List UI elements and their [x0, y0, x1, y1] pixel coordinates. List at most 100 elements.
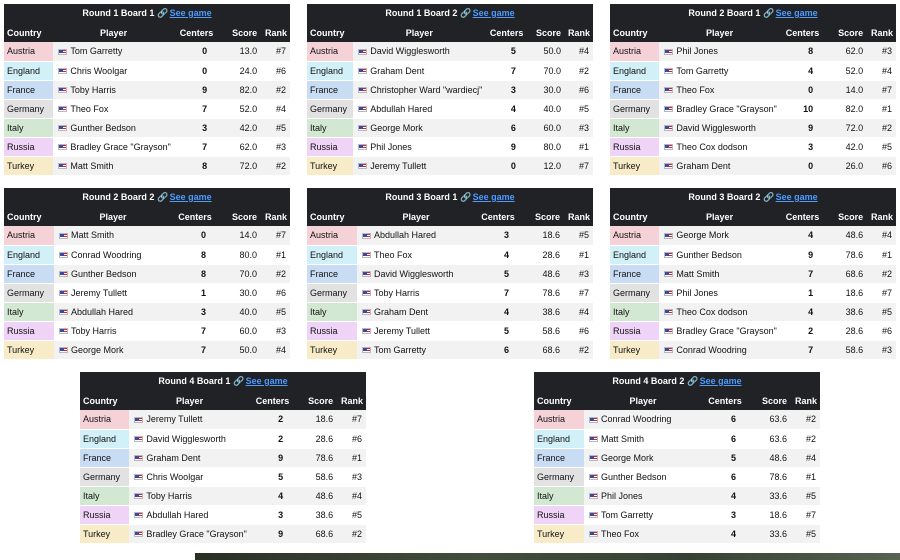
column-header-centers[interactable]: Centers: [779, 207, 826, 226]
column-header-centers[interactable]: Centers: [249, 391, 296, 410]
player-name[interactable]: George Mork: [370, 122, 423, 133]
column-header-rank[interactable]: Rank: [866, 207, 896, 226]
column-header-player[interactable]: Player: [54, 207, 172, 226]
player-name[interactable]: David Wigglesworth: [676, 122, 756, 133]
column-header-rank[interactable]: Rank: [866, 23, 896, 42]
column-header-country[interactable]: Country: [4, 207, 54, 226]
column-header-score[interactable]: Score: [825, 23, 867, 42]
player-name[interactable]: Matt Smith: [70, 160, 114, 171]
column-header-score[interactable]: Score: [825, 207, 867, 226]
column-header-score[interactable]: Score: [218, 207, 260, 226]
column-header-player[interactable]: Player: [659, 23, 780, 42]
player-name[interactable]: Tom Garretty: [70, 46, 123, 57]
player-name[interactable]: Abdullah Hared: [71, 306, 134, 317]
column-header-centers[interactable]: Centers: [172, 207, 218, 226]
column-header-rank[interactable]: Rank: [790, 391, 820, 410]
column-header-country[interactable]: Country: [80, 391, 130, 410]
column-header-score[interactable]: Score: [748, 391, 790, 410]
player-name[interactable]: Matt Smith: [71, 230, 115, 241]
see-game-link[interactable]: See game: [169, 8, 212, 18]
player-name[interactable]: Phil Jones: [601, 490, 643, 501]
column-header-centers[interactable]: Centers: [475, 207, 521, 226]
player-name[interactable]: Conrad Woodring: [601, 414, 672, 425]
column-header-score[interactable]: Score: [295, 391, 337, 410]
player-name[interactable]: Phil Jones: [676, 46, 718, 57]
player-name[interactable]: David Wigglesworth: [370, 46, 450, 57]
column-header-country[interactable]: Country: [4, 23, 54, 42]
column-header-centers[interactable]: Centers: [485, 23, 528, 42]
column-header-centers[interactable]: Centers: [173, 23, 220, 42]
column-header-score[interactable]: Score: [527, 23, 565, 42]
player-name[interactable]: Christopher Ward "wardiecj": [370, 84, 483, 95]
player-name[interactable]: Theo Fox: [601, 528, 640, 539]
player-name[interactable]: Bradley Grace "Grayson": [70, 141, 171, 152]
column-header-rank[interactable]: Rank: [563, 207, 593, 226]
column-header-score[interactable]: Score: [219, 23, 261, 42]
player-name[interactable]: Theo Cox dodson: [676, 306, 748, 317]
player-name[interactable]: Chris Woolgar: [70, 65, 128, 76]
player-name[interactable]: Phil Jones: [676, 287, 718, 298]
column-header-rank[interactable]: Rank: [260, 207, 290, 226]
player-name[interactable]: Abdullah Hared: [374, 230, 437, 241]
see-game-link[interactable]: See game: [245, 376, 288, 386]
player-name[interactable]: Toby Harris: [71, 325, 117, 336]
player-name[interactable]: Gunther Bedson: [601, 471, 667, 482]
column-header-player[interactable]: Player: [53, 23, 174, 42]
column-header-score[interactable]: Score: [521, 207, 563, 226]
player-name[interactable]: David Wigglesworth: [374, 268, 454, 279]
player-name[interactable]: Toby Harris: [70, 84, 116, 95]
column-header-rank[interactable]: Rank: [564, 23, 593, 42]
player-name[interactable]: Phil Jones: [370, 141, 412, 152]
column-header-player[interactable]: Player: [353, 23, 486, 42]
column-header-player[interactable]: Player: [129, 391, 250, 410]
column-header-country[interactable]: Country: [610, 23, 660, 42]
player-name[interactable]: Tom Garretty: [676, 65, 729, 76]
player-name[interactable]: Abdullah Hared: [370, 103, 433, 114]
player-name[interactable]: Graham Dent: [374, 306, 429, 317]
column-header-centers[interactable]: Centers: [779, 23, 826, 42]
player-name[interactable]: Conrad Woodring: [676, 344, 747, 355]
player-name[interactable]: Gunther Bedson: [676, 249, 742, 260]
player-name[interactable]: Bradley Grace "Grayson": [676, 103, 777, 114]
player-name[interactable]: Theo Fox: [676, 84, 715, 95]
see-game-link[interactable]: See game: [472, 192, 515, 202]
player-name[interactable]: Bradley Grace "Grayson": [146, 528, 247, 539]
column-header-player[interactable]: Player: [584, 391, 702, 410]
see-game-link[interactable]: See game: [472, 8, 515, 18]
player-name[interactable]: Tom Garretty: [601, 509, 654, 520]
player-name[interactable]: Graham Dent: [370, 65, 425, 76]
player-name[interactable]: Toby Harris: [146, 490, 192, 501]
see-game-link[interactable]: See game: [775, 192, 818, 202]
player-name[interactable]: Tom Garretty: [374, 344, 427, 355]
see-game-link[interactable]: See game: [169, 192, 212, 202]
player-name[interactable]: Bradley Grace "Grayson": [676, 325, 777, 336]
column-header-country[interactable]: Country: [307, 207, 357, 226]
column-header-country[interactable]: Country: [610, 207, 660, 226]
player-name[interactable]: David Wigglesworth: [146, 433, 226, 444]
player-name[interactable]: George Mork: [71, 344, 124, 355]
player-name[interactable]: Graham Dent: [146, 452, 201, 463]
column-header-country[interactable]: Country: [307, 23, 354, 42]
column-header-rank[interactable]: Rank: [260, 23, 290, 42]
player-name[interactable]: Matt Smith: [676, 268, 720, 279]
player-name[interactable]: Graham Dent: [676, 160, 731, 171]
player-name[interactable]: Jeremy Tullett: [370, 160, 427, 171]
player-name[interactable]: Theo Fox: [70, 103, 109, 114]
column-header-player[interactable]: Player: [357, 207, 475, 226]
column-header-rank[interactable]: Rank: [336, 391, 366, 410]
player-name[interactable]: Gunther Bedson: [70, 122, 136, 133]
player-name[interactable]: George Mork: [601, 452, 654, 463]
see-game-link[interactable]: See game: [775, 8, 818, 18]
player-name[interactable]: Conrad Woodring: [71, 249, 142, 260]
player-name[interactable]: Theo Fox: [374, 249, 413, 260]
player-name[interactable]: Jeremy Tullett: [71, 287, 128, 298]
player-name[interactable]: Toby Harris: [374, 287, 420, 298]
column-header-player[interactable]: Player: [659, 207, 780, 226]
player-name[interactable]: Theo Cox dodson: [676, 141, 748, 152]
player-name[interactable]: Jeremy Tullett: [146, 414, 203, 425]
player-name[interactable]: Gunther Bedson: [71, 268, 137, 279]
player-name[interactable]: Matt Smith: [601, 433, 645, 444]
player-name[interactable]: George Mork: [676, 230, 729, 241]
player-name[interactable]: Abdullah Hared: [146, 509, 209, 520]
column-header-country[interactable]: Country: [534, 391, 584, 410]
